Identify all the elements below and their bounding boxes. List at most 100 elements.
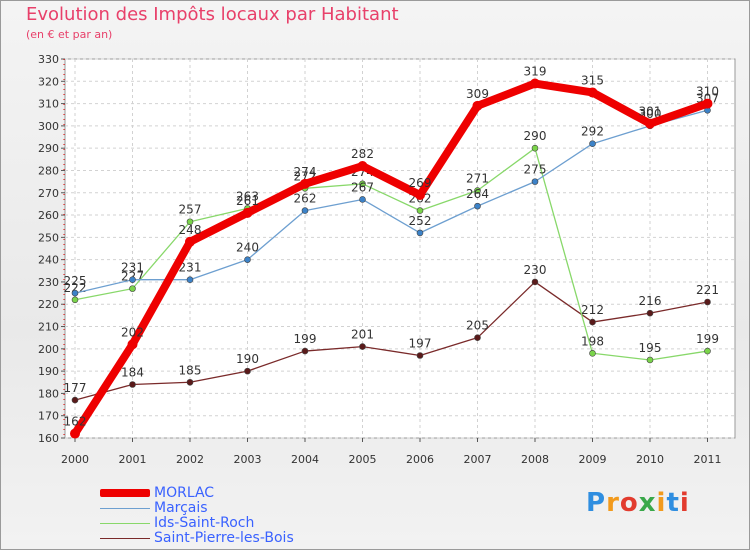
data-label: 315 xyxy=(581,73,604,87)
data-label: 230 xyxy=(524,263,547,277)
x-tick-label: 2003 xyxy=(234,453,262,466)
data-point xyxy=(359,196,366,203)
logo-letter: r xyxy=(606,488,620,518)
legend-label-morlac: MORLAC xyxy=(154,485,215,501)
legend-swatch-morlac xyxy=(100,489,150,497)
y-tick-label: 170 xyxy=(38,410,59,423)
data-label: 271 xyxy=(466,172,489,186)
data-label: 275 xyxy=(524,163,547,177)
data-label: 221 xyxy=(696,283,719,297)
y-tick-label: 300 xyxy=(38,120,59,133)
data-point xyxy=(415,189,425,200)
data-label: 292 xyxy=(581,125,604,139)
data-point xyxy=(129,381,136,388)
x-tick-label: 2009 xyxy=(579,453,607,466)
x-tick-label: 2004 xyxy=(291,453,319,466)
logo-letter: t xyxy=(666,488,680,518)
data-label: 184 xyxy=(121,365,144,379)
data-point xyxy=(645,118,655,129)
data-label: 252 xyxy=(409,214,432,228)
data-label: 205 xyxy=(466,319,489,333)
data-label: 199 xyxy=(294,332,317,346)
data-label: 190 xyxy=(236,352,259,366)
data-label: 231 xyxy=(179,261,202,275)
data-label: 199 xyxy=(696,332,719,346)
y-tick-label: 200 xyxy=(38,343,59,356)
logo-letter: x xyxy=(638,488,657,518)
y-tick-label: 210 xyxy=(38,321,59,334)
data-label: 319 xyxy=(524,65,547,79)
plot-area xyxy=(64,58,736,439)
data-label: 202 xyxy=(121,325,144,339)
data-point xyxy=(244,256,251,263)
x-tick-label: 2006 xyxy=(406,453,434,466)
logo-letter: P xyxy=(586,488,607,518)
data-point xyxy=(186,218,194,226)
data-label: 185 xyxy=(179,363,202,377)
data-point xyxy=(129,276,136,284)
series-line-ids-saint-roch xyxy=(74,147,709,361)
data-point xyxy=(186,378,194,386)
data-point xyxy=(357,161,368,172)
data-point xyxy=(185,236,195,247)
legend-item-morlac: MORLAC xyxy=(100,486,294,501)
data-point xyxy=(589,318,596,326)
data-point xyxy=(71,289,79,297)
x-tick-label: 2011 xyxy=(694,453,722,466)
data-point xyxy=(704,298,711,306)
data-label: 269 xyxy=(409,176,432,190)
y-tick-label: 250 xyxy=(38,231,59,244)
y-tick-label: 220 xyxy=(38,298,59,311)
legend-label-ids-saint-roch: Ids-Saint-Roch xyxy=(154,515,255,531)
data-point xyxy=(70,428,80,439)
data-point xyxy=(416,229,424,237)
data-point xyxy=(359,180,366,188)
data-label: 282 xyxy=(351,147,374,161)
data-label: 177 xyxy=(64,381,87,395)
x-tick-label: 2001 xyxy=(119,453,147,466)
legend-label-marcais: Marçais xyxy=(154,500,208,516)
data-point xyxy=(359,343,366,350)
series-line-morlac xyxy=(71,79,712,438)
y-tick-label: 190 xyxy=(38,365,59,378)
y-tick-label: 320 xyxy=(38,75,59,88)
y-tick-label: 180 xyxy=(38,387,59,400)
data-point xyxy=(530,78,540,89)
data-point xyxy=(127,339,138,350)
data-point xyxy=(702,98,713,109)
chart-subtitle: (en € et par an) xyxy=(26,28,113,41)
x-tick-label: 2010 xyxy=(636,453,664,466)
x-tick-label: 2005 xyxy=(349,453,377,466)
legend-swatch-saint-pierre-les-bois xyxy=(100,537,150,539)
legend-swatch-ids-saint-roch xyxy=(100,522,150,524)
data-point xyxy=(244,367,251,375)
data-label: 264 xyxy=(466,187,489,201)
data-label: 310 xyxy=(696,85,719,99)
data-label: 240 xyxy=(236,241,259,255)
logo-letter: o xyxy=(619,488,639,518)
data-label: 274 xyxy=(294,165,317,179)
series-line-saint-pierre-les-bois xyxy=(74,281,709,401)
data-point xyxy=(474,187,481,194)
data-point xyxy=(474,334,481,341)
data-point xyxy=(587,87,598,98)
data-label: 262 xyxy=(294,192,317,206)
data-label: 263 xyxy=(236,189,259,203)
data-label: 198 xyxy=(581,334,604,348)
proxiti-logo: Proxiti xyxy=(586,488,690,518)
data-point xyxy=(646,309,654,317)
data-point xyxy=(474,202,481,210)
data-label: 212 xyxy=(581,303,604,317)
legend-label-saint-pierre-les-bois: Saint-Pierre-les-Bois xyxy=(154,530,294,546)
y-tick-label: 280 xyxy=(38,164,59,177)
data-point xyxy=(242,207,253,218)
y-tick-label: 230 xyxy=(38,276,59,289)
x-tick-label: 2002 xyxy=(176,453,204,466)
data-point xyxy=(646,356,654,364)
data-point xyxy=(416,207,424,214)
y-tick-label: 160 xyxy=(38,432,59,445)
data-label: 309 xyxy=(466,87,489,101)
data-point xyxy=(71,296,79,304)
data-label: 290 xyxy=(524,129,547,143)
data-point xyxy=(589,140,596,148)
